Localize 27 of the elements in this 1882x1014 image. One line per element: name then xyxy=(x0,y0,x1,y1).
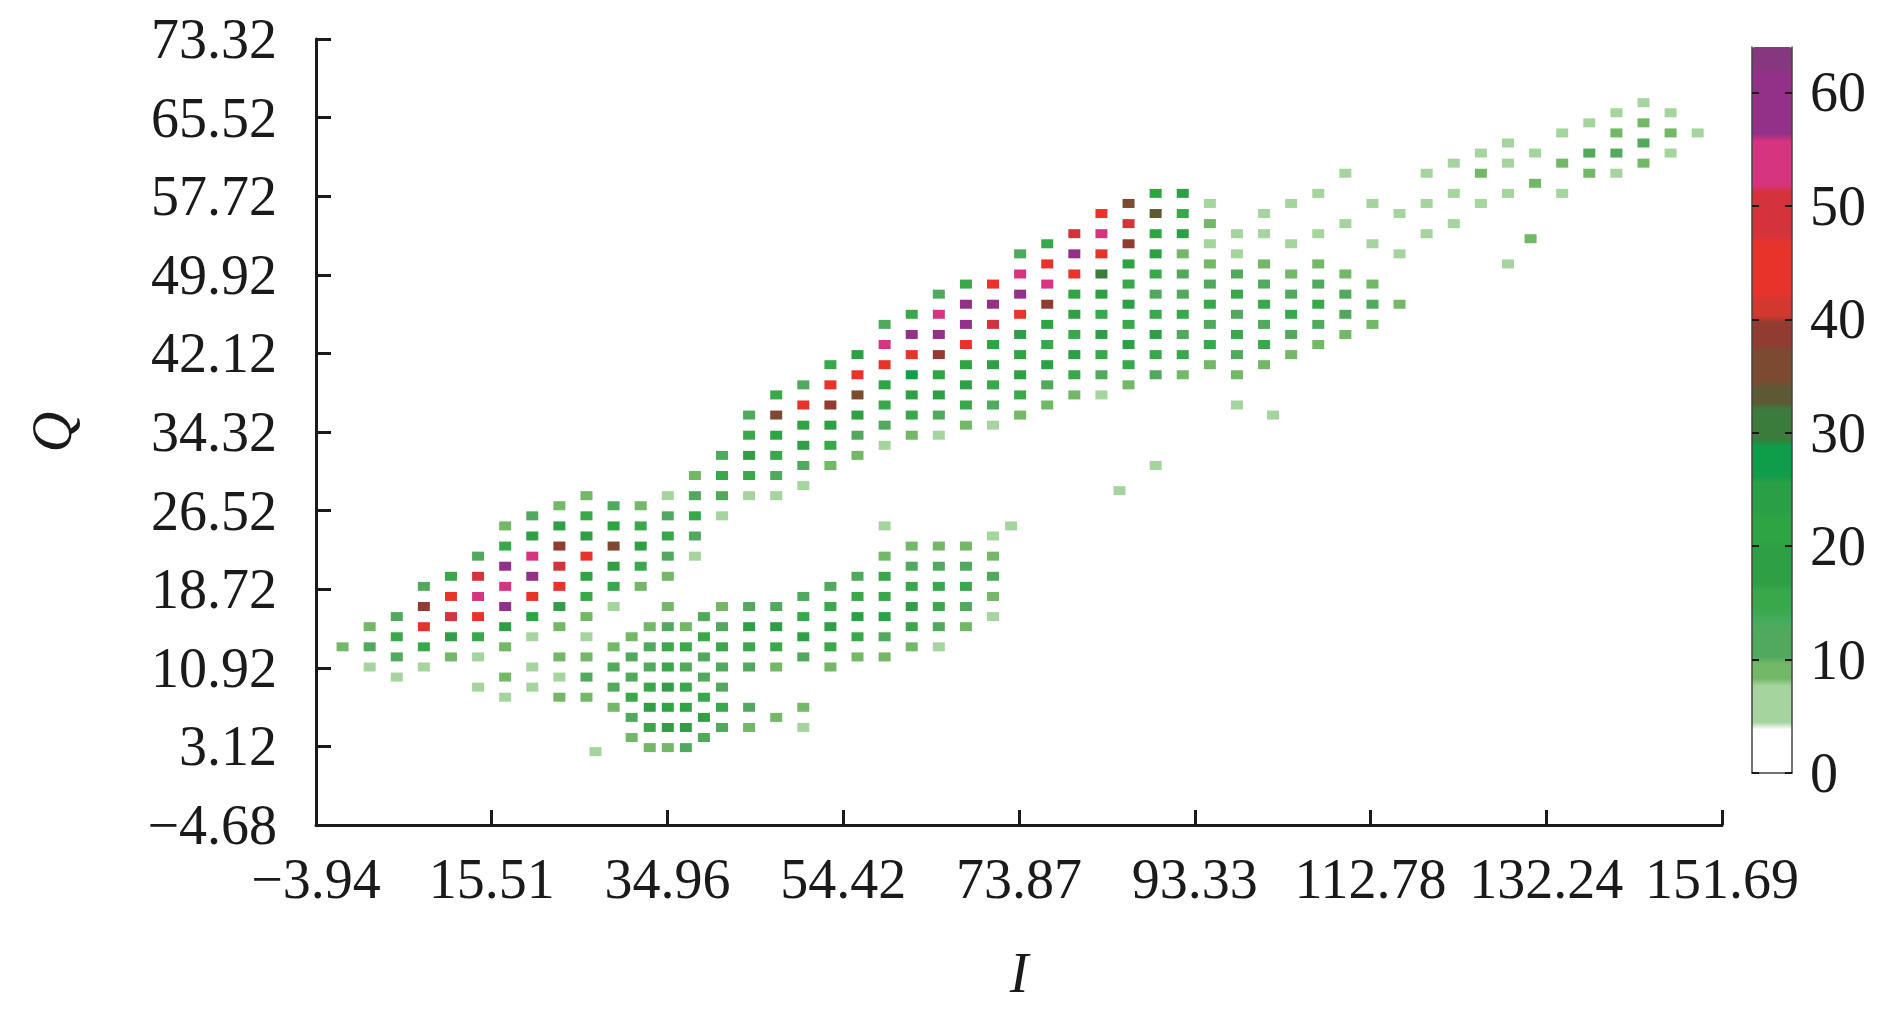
y-tick-label: 65.52 xyxy=(151,86,277,149)
y-tick-label: 10.92 xyxy=(151,636,277,699)
color-bar-label: 50 xyxy=(1810,174,1866,237)
color-bar-label: 20 xyxy=(1810,515,1866,578)
y-tick-label: 42.12 xyxy=(151,322,277,385)
x-tick-label: 73.87 xyxy=(955,848,1082,910)
x-tick-label: 93.33 xyxy=(1131,848,1258,910)
y-tick-label: 49.92 xyxy=(151,243,277,306)
x-tick-label: 112.78 xyxy=(1294,848,1447,910)
color-bar-label: 40 xyxy=(1810,288,1866,351)
x-tick-label: 132.24 xyxy=(1469,848,1624,910)
color-bar-label: 30 xyxy=(1810,401,1866,464)
color-bar-label: 60 xyxy=(1810,61,1866,124)
y-tick-label: 73.32 xyxy=(151,8,277,70)
color-bar-label: 0 xyxy=(1810,742,1838,804)
y-tick-label: 26.52 xyxy=(151,479,277,542)
y-axis-title: Q xyxy=(21,411,83,453)
x-axis-title: I xyxy=(1008,942,1031,1004)
y-tick-label: 3.12 xyxy=(179,715,277,778)
x-tick-label: 151.69 xyxy=(1645,848,1799,910)
color-bar-label: 10 xyxy=(1810,628,1866,691)
y-tick-label: 34.32 xyxy=(151,401,277,463)
x-tick-label: 34.96 xyxy=(604,848,731,910)
x-tick-label: 15.51 xyxy=(428,848,555,910)
y-tick-label: 18.72 xyxy=(151,558,277,621)
y-tick-label: 57.72 xyxy=(151,165,277,228)
x-tick-label: 54.42 xyxy=(780,848,907,910)
